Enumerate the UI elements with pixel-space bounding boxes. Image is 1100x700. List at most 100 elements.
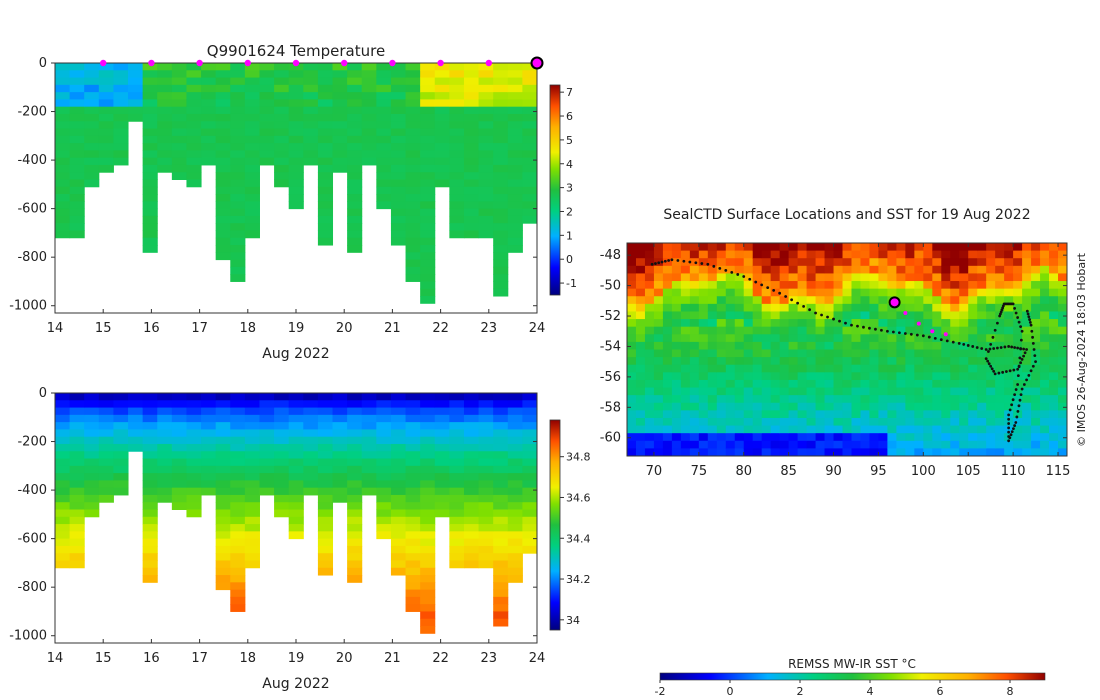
heatmap-cell xyxy=(201,77,217,86)
heatmap-cell xyxy=(274,63,290,71)
sst-cell xyxy=(689,410,700,419)
heatmap-cell xyxy=(113,407,129,416)
heatmap-cell xyxy=(69,179,85,188)
sst-cell xyxy=(635,334,646,343)
heatmap-cell xyxy=(55,473,71,481)
sst-cell xyxy=(743,273,754,282)
track-point xyxy=(730,271,734,274)
sst-cell xyxy=(797,349,808,358)
sst-cell xyxy=(941,379,951,389)
sst-cell xyxy=(1040,243,1050,252)
sst-cell xyxy=(815,387,826,396)
track-point xyxy=(1016,316,1020,319)
heatmap-cell xyxy=(244,436,260,445)
sst-cell xyxy=(1049,349,1059,358)
heatmap-cell xyxy=(142,230,158,239)
heatmap-cell xyxy=(142,245,158,253)
sst-cell xyxy=(959,372,969,381)
heatmap-cell xyxy=(463,201,480,210)
track-point xyxy=(736,273,740,276)
heatmap-cell xyxy=(244,223,260,231)
sst-cell xyxy=(743,379,754,389)
sst-cell xyxy=(959,326,969,335)
sst-cell xyxy=(941,440,951,449)
heatmap-cell xyxy=(317,524,334,532)
sst-cell xyxy=(815,417,826,427)
heatmap-cell xyxy=(493,393,509,401)
sst-cell xyxy=(914,425,924,434)
heatmap-cell xyxy=(288,443,304,452)
sst-cell xyxy=(698,364,709,373)
heatmap-cell xyxy=(493,99,509,108)
heatmap-cell xyxy=(420,274,436,282)
heatmap-cell xyxy=(390,531,407,540)
surface-marker xyxy=(389,59,396,67)
sst-cell xyxy=(671,364,682,373)
sst-cell xyxy=(878,433,889,442)
sst-cell xyxy=(1049,372,1059,381)
x-tick-label: 16 xyxy=(143,651,160,666)
heatmap-cell xyxy=(113,135,129,144)
sst-cell xyxy=(788,448,799,456)
sst-cell xyxy=(959,448,969,456)
heatmap-cell xyxy=(55,465,71,474)
heatmap-cell xyxy=(201,407,217,416)
track-point xyxy=(1027,315,1031,319)
heatmap-cell xyxy=(230,575,246,583)
sst-cell xyxy=(977,341,987,351)
heatmap-cell xyxy=(215,429,231,438)
sst-cell xyxy=(1022,265,1032,275)
heatmap-cell xyxy=(478,63,494,71)
sst-cell xyxy=(698,326,709,335)
sst-cell xyxy=(662,258,673,267)
track-point xyxy=(1022,354,1025,358)
heatmap-cell xyxy=(347,524,363,532)
sst-cell xyxy=(842,326,853,335)
heatmap-cell xyxy=(361,443,377,452)
sst-cell xyxy=(905,281,915,290)
sst-cell xyxy=(950,341,960,351)
heatmap-cell xyxy=(390,150,407,159)
heatmap-cell xyxy=(478,84,494,93)
heatmap-cell xyxy=(201,157,217,166)
heatmap-cell xyxy=(201,113,217,122)
heatmap-cell xyxy=(274,157,290,166)
heatmap-cell xyxy=(478,215,494,224)
heatmap-cell xyxy=(84,414,100,423)
heatmap-cell xyxy=(69,186,85,195)
heatmap-cell xyxy=(420,172,436,180)
sst-cell xyxy=(1040,341,1050,351)
sst-cell xyxy=(1013,311,1023,320)
heatmap-cell xyxy=(215,135,231,144)
sst-cell xyxy=(725,288,736,297)
heatmap-cell xyxy=(215,422,231,430)
sst-cell xyxy=(869,281,880,290)
sst-cell xyxy=(959,395,969,404)
sst-cell xyxy=(743,448,754,456)
heatmap-cell xyxy=(347,92,363,100)
heatmap-cell xyxy=(142,113,158,122)
x-tick-label: 90 xyxy=(825,464,842,479)
sst-cell xyxy=(707,440,718,449)
track-point xyxy=(1028,320,1032,324)
sst-cell xyxy=(1058,273,1067,282)
heatmap-cell xyxy=(113,150,129,159)
heatmap-cell xyxy=(390,99,407,108)
heatmap-cell xyxy=(230,201,246,210)
sst-cell xyxy=(743,243,754,252)
sst-cell xyxy=(752,402,763,411)
heatmap-cell xyxy=(69,164,85,173)
heatmap-cell xyxy=(405,589,421,598)
sst-cell xyxy=(833,311,844,320)
sst-cell xyxy=(627,395,637,404)
surface-markers xyxy=(100,56,544,70)
track-point xyxy=(814,311,817,315)
sst-cell xyxy=(923,402,933,411)
heatmap-cell xyxy=(449,480,465,489)
track-point xyxy=(1034,360,1037,364)
sst-cell xyxy=(986,402,996,411)
heatmap-cell xyxy=(522,150,537,159)
heatmap-cell xyxy=(522,494,537,503)
heatmap-cell xyxy=(259,393,275,401)
sst-cell xyxy=(689,303,700,313)
